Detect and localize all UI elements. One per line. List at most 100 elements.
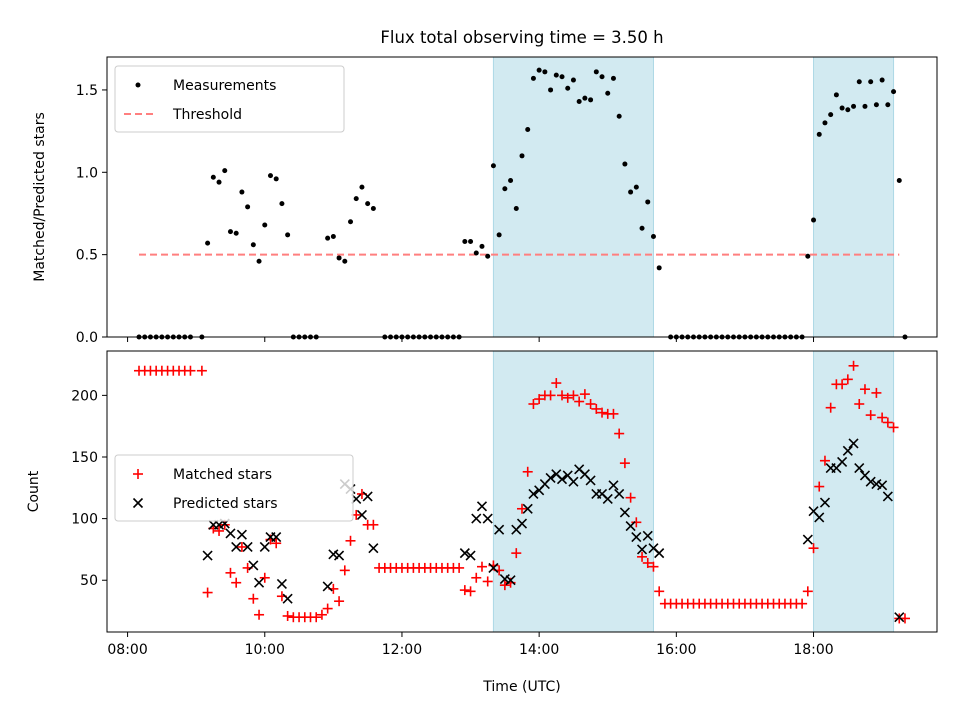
predicted-star-point-36 xyxy=(528,488,539,500)
predicted-star-point-61-d2 xyxy=(814,512,825,523)
matched-star-point-90 xyxy=(654,586,665,597)
measurement-point-76 xyxy=(588,97,594,103)
matched-star-point-16 xyxy=(231,577,242,588)
measurement-point-72 xyxy=(565,85,571,91)
matched-star-point-30 xyxy=(311,612,322,623)
legend-box-top xyxy=(114,65,345,133)
measurement-point-25 xyxy=(285,232,291,238)
matched-star-point-9 xyxy=(185,365,196,376)
predicted-star-point-39-d2 xyxy=(545,472,556,484)
x-tick-label: 12:00 xyxy=(382,642,422,658)
measurement-point-86 xyxy=(645,199,651,205)
measurement-point-37 xyxy=(359,184,365,190)
matched-star-point-63 xyxy=(499,580,510,591)
matched-star-point-118 xyxy=(814,481,825,492)
predicted-star-point-74 xyxy=(894,612,905,623)
matched-star-point-67 xyxy=(522,466,533,477)
predicted-star-point-49 xyxy=(602,493,613,504)
predicted-star-point-51-d2 xyxy=(614,488,625,500)
predicted-star-point-31-d2 xyxy=(499,573,510,585)
matched-star-point-117 xyxy=(808,543,819,554)
measurement-point-82 xyxy=(622,161,628,167)
measurement-point-115 xyxy=(816,131,822,137)
matched-star-point-72 xyxy=(551,378,562,389)
measurement-point-113 xyxy=(805,253,811,259)
predicted-star-point-6-d2 xyxy=(236,529,247,540)
predicted-star-point-66-d2 xyxy=(842,445,853,456)
matched-star-point-36 xyxy=(345,535,356,546)
matched-star-point-78 xyxy=(585,398,596,409)
predicted-star-point-21-d2 xyxy=(356,509,368,520)
matched-star-point-124 xyxy=(848,360,859,371)
predicted-star-point-65 xyxy=(837,456,848,467)
axes-frame-top xyxy=(106,56,938,338)
shaded-window-top-0 xyxy=(492,56,654,338)
matched-star-point-73 xyxy=(557,390,568,401)
predicted-star-point-23-d2 xyxy=(368,543,379,554)
measurement-point-32 xyxy=(330,234,336,240)
measurement-point-125 xyxy=(873,102,879,108)
predicted-star-point-10-d2 xyxy=(259,541,270,553)
y-tick-label-bottom: 150 xyxy=(71,450,98,466)
matched-star-point-87 xyxy=(637,551,648,562)
measurement-point-22 xyxy=(267,173,273,179)
predicted-star-point-30-d2 xyxy=(494,524,505,535)
predicted-star-point-14-d2 xyxy=(282,593,293,604)
measurement-point-65 xyxy=(525,126,531,132)
matched-star-point-86 xyxy=(631,517,642,528)
predicted-star-point-24-d2 xyxy=(459,548,470,559)
measurement-point-87 xyxy=(650,234,656,240)
measurement-point-88 xyxy=(656,265,662,271)
predicted-star-point-53-d2 xyxy=(625,520,636,532)
measurement-point-36 xyxy=(353,196,359,202)
measurement-point-121 xyxy=(851,103,857,109)
predicted-star-point-16-d2 xyxy=(328,549,339,560)
measurement-point-54 xyxy=(462,238,468,244)
chart-title: Flux total observing time = 3.50 h xyxy=(380,28,663,47)
predicted-star-point-56-d2 xyxy=(642,530,653,541)
measurement-point-38 xyxy=(365,201,371,207)
predicted-star-point-28-d2 xyxy=(482,513,493,524)
x-tick-label: 08:00 xyxy=(107,642,147,658)
matched-star-point-55 xyxy=(454,562,465,573)
predicted-star-point-35 xyxy=(522,503,533,514)
measurement-point-66 xyxy=(530,75,536,81)
predicted-star-point-35-d2 xyxy=(522,503,533,514)
matched-star-point-130 xyxy=(882,417,893,428)
measurement-point-24 xyxy=(279,201,285,207)
matched-star-point-13 xyxy=(214,525,225,536)
measurement-point-39 xyxy=(370,206,376,212)
predicted-star-point-8-d2 xyxy=(248,560,259,571)
matched-star-point-131 xyxy=(888,422,899,433)
y-tick-label-bottom: 200 xyxy=(71,388,98,404)
predicted-star-point-27-d2 xyxy=(476,501,488,512)
predicted-star-point-12-d2 xyxy=(271,532,282,543)
shaded-window-bottom-1 xyxy=(813,350,895,633)
measurement-point-23 xyxy=(273,176,279,182)
measurement-point-64 xyxy=(519,153,525,159)
matched-star-point-123 xyxy=(842,374,853,385)
predicted-star-point-26 xyxy=(471,513,482,524)
predicted-star-point-73 xyxy=(882,491,893,502)
predicted-star-point-7 xyxy=(242,541,253,553)
measurement-point-78 xyxy=(599,74,605,80)
matched-star-point-60 xyxy=(482,576,493,587)
matched-star-point-35 xyxy=(339,565,350,576)
measurement-point-81 xyxy=(616,113,622,119)
predicted-star-point-58-d2 xyxy=(654,548,665,559)
predicted-star-point-5-d2 xyxy=(231,541,242,553)
measurement-point-18 xyxy=(245,204,251,210)
measurement-point-116 xyxy=(822,120,828,126)
predicted-star-point-40-d2 xyxy=(551,469,562,480)
matched-star-point-79 xyxy=(591,403,602,414)
matched-star-point-19 xyxy=(248,593,259,604)
predicted-star-point-72 xyxy=(877,480,888,491)
measurement-point-12 xyxy=(210,174,216,180)
measurement-point-79 xyxy=(605,90,611,96)
predicted-star-point-13-d2 xyxy=(276,578,287,589)
matched-star-point-31 xyxy=(316,609,327,620)
predicted-star-point-23 xyxy=(368,543,379,554)
y-tick-label-top: 1.5 xyxy=(76,83,98,99)
matched-star-point-80 xyxy=(597,407,608,418)
matched-star-point-23 xyxy=(271,538,282,549)
